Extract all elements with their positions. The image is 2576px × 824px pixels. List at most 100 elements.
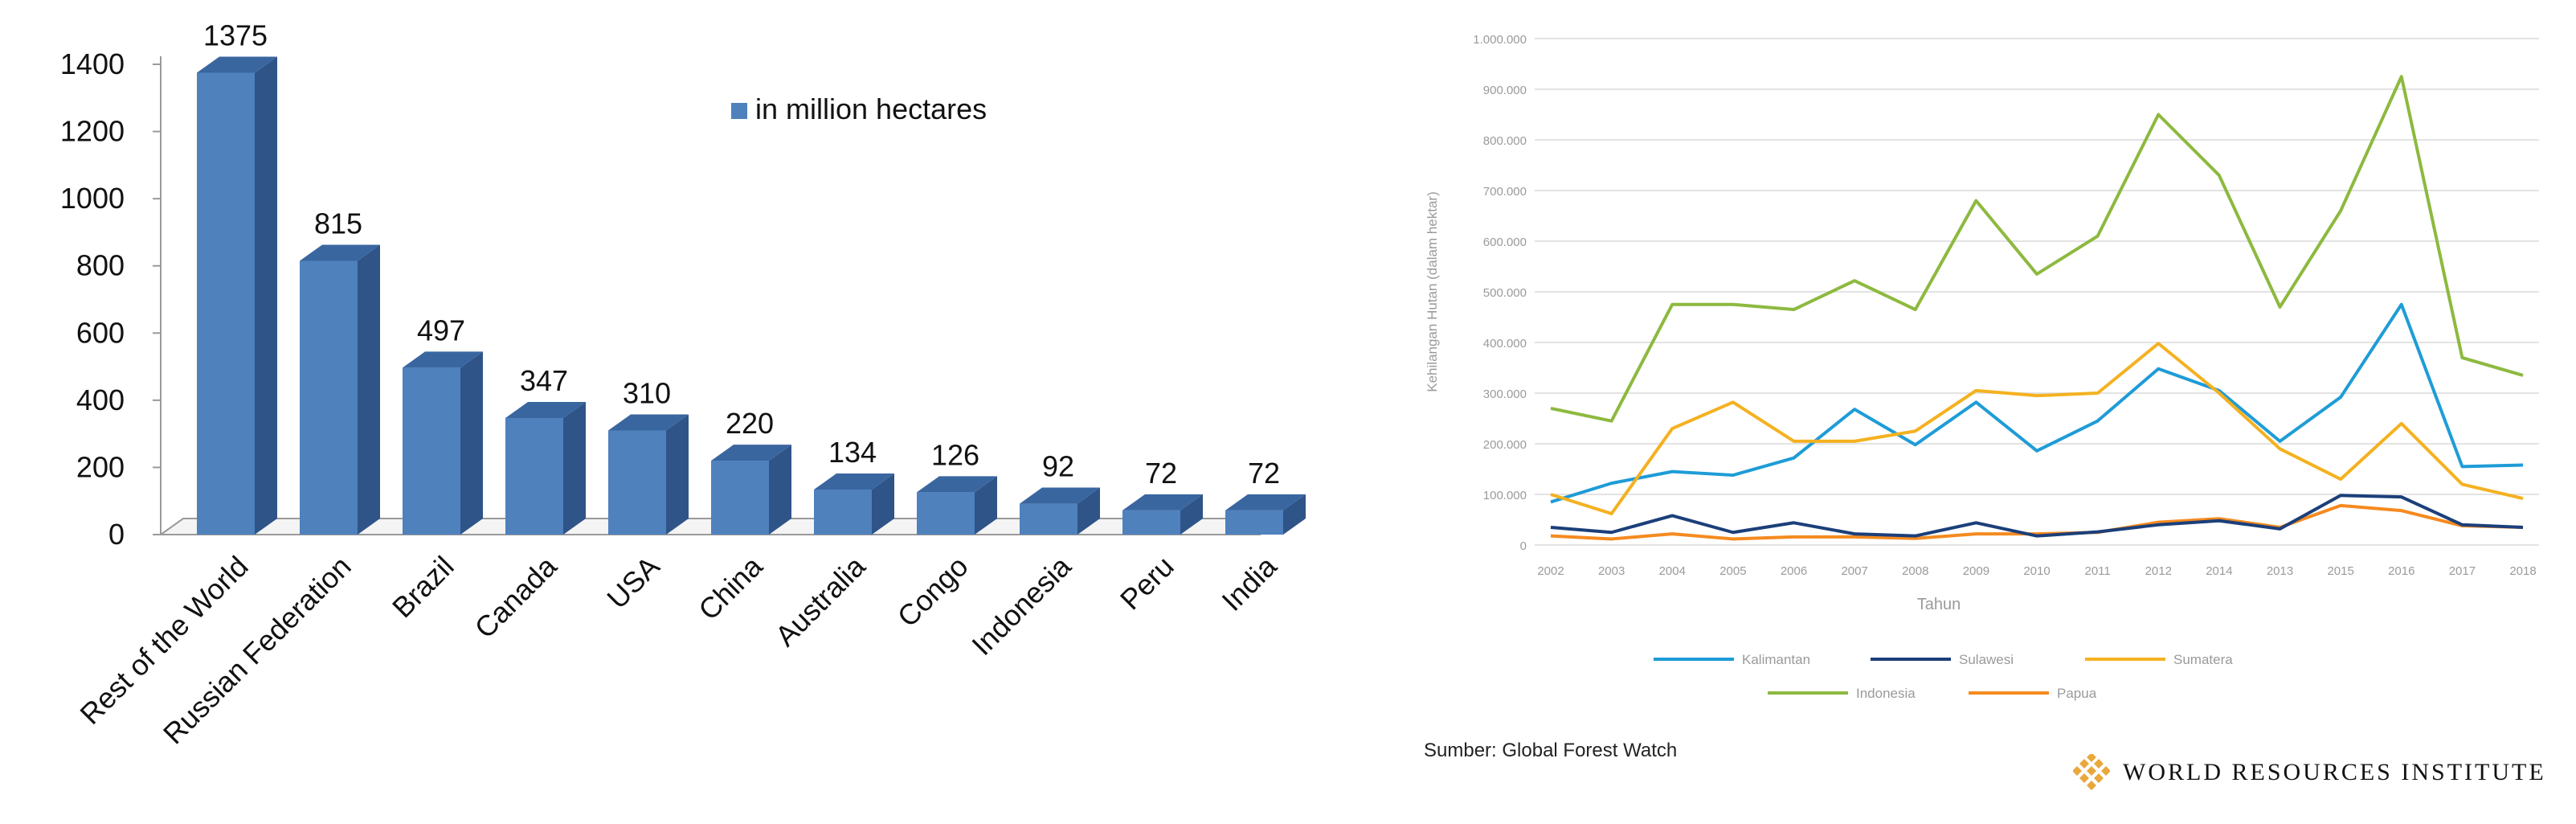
x-tick-label: 2017 [2449, 564, 2476, 578]
x-axis-title: Tahun [1917, 596, 1961, 613]
legend-label: Sulawesi [1959, 652, 2014, 667]
y-tick-label: 400.000 [1483, 337, 1527, 351]
y-tick-label: 0 [1520, 539, 1527, 553]
bar-top [1020, 487, 1100, 504]
wri-diamond [2094, 759, 2104, 769]
x-tick-label: 2008 [1902, 564, 1928, 578]
x-tick-label: 2016 [2388, 564, 2414, 578]
x-tick-label: 2018 [2509, 564, 2536, 578]
x-tick-label: Indonesia [965, 549, 1077, 662]
bar-top [197, 56, 277, 73]
y-tick-label: 400 [76, 383, 125, 416]
legend-label: Indonesia [1856, 686, 1916, 701]
legend-item-papua: Papua [1969, 686, 2097, 701]
x-tick-label: 2012 [2145, 564, 2172, 578]
bar [1122, 510, 1180, 535]
line-sumatera [1550, 342, 2524, 515]
bar [197, 72, 255, 535]
x-tick-label: 2010 [2023, 564, 2050, 578]
source-caption: Sumber: Global Forest Watch [1424, 740, 1678, 761]
x-tick-label: Congo [891, 550, 975, 633]
bar-side [460, 351, 483, 535]
legend-label: Kalimantan [1742, 652, 1810, 667]
data-label: 310 [623, 376, 671, 409]
x-tick-label: 2007 [1841, 564, 1867, 578]
x-tick-label: 2009 [1963, 564, 1989, 578]
y-tick-label: 500.000 [1483, 286, 1527, 300]
x-tick-label: India [1215, 549, 1283, 617]
y-tick-label: 600 [76, 316, 125, 349]
wri-diamond [2101, 766, 2110, 776]
bar [505, 418, 563, 535]
bar [403, 367, 460, 535]
data-label: 72 [1248, 457, 1280, 490]
forest-area-bar-chart: 0 200 400 600 800 1000 1200 1400 1375 Rest of the… [60, 18, 1306, 751]
bar-top [505, 402, 586, 419]
y-tick-label: 600.000 [1483, 236, 1527, 249]
wri-diamond [2087, 754, 2096, 762]
y-tick-label: 900.000 [1483, 84, 1527, 97]
bar-side [1077, 487, 1100, 535]
legend-item-sumatera: Sumatera [2085, 652, 2233, 667]
legend-label: Sumatera [2173, 652, 2233, 667]
x-tick-label: Australia [769, 549, 873, 653]
y-tick-label: 1200 [60, 115, 125, 148]
y-tick-label: 300.000 [1483, 387, 1527, 401]
wri-emblem-icon [2073, 754, 2110, 790]
wri-logo: WORLD RESOURCES INSTITUTE [2073, 754, 2546, 791]
line-indonesia [1550, 75, 2524, 423]
y-axis-title: Kehilangan Hutan (dalam hektar) [1425, 191, 1440, 392]
bar [917, 492, 975, 535]
bar-side [1180, 494, 1203, 535]
y-tick-label: 800.000 [1483, 134, 1527, 148]
y-tick-label: 1000 [60, 182, 125, 215]
x-tick-label: 2011 [2084, 564, 2110, 578]
series-sulawesi [1550, 494, 2524, 538]
bar [608, 430, 666, 535]
bar [814, 490, 872, 535]
bar-side [563, 402, 586, 535]
data-label: 1375 [203, 18, 268, 51]
x-tick-label: China [692, 549, 769, 626]
bar-top [403, 351, 483, 368]
y-tick-label: 700.000 [1483, 185, 1527, 199]
wri-diamond [2087, 766, 2096, 776]
y-tick-label: 800 [76, 249, 125, 282]
wri-diamond [2087, 781, 2096, 790]
series-kalimantan [1550, 302, 2524, 504]
y-tick-label: 1400 [60, 47, 125, 80]
x-tick-label: 2004 [1659, 564, 1686, 578]
wri-name: WORLD RESOURCES INSTITUTE [2123, 759, 2546, 785]
bar-top [1122, 494, 1203, 510]
bar-side [769, 445, 791, 535]
bar [1225, 510, 1283, 535]
x-tick-label: Canada [468, 549, 563, 645]
legend-swatch [731, 103, 747, 119]
x-tick-label: Peru [1114, 550, 1180, 617]
y-tick-label: 200.000 [1483, 438, 1527, 452]
bar [300, 260, 358, 535]
x-tick-label: Russian Federation [157, 550, 358, 751]
line-kalimantan [1550, 302, 2524, 504]
x-tick-label: 2014 [2206, 564, 2232, 578]
forest-loss-line-chart: 0 100.000 200.000 300.000 400.000 500.000 600.… [1425, 33, 2539, 701]
y-tick-label: 1.000.000 [1473, 33, 1527, 47]
bar-side [1283, 494, 1306, 535]
bar-side [255, 56, 277, 535]
bar-side [975, 476, 997, 535]
data-label: 134 [828, 436, 877, 469]
data-label: 126 [931, 438, 979, 471]
wri-diamond [2079, 759, 2089, 769]
x-tick-label: Rest of the World [73, 550, 254, 731]
data-label: 347 [520, 364, 568, 397]
x-tick-label: 2013 [2267, 564, 2293, 578]
data-label: 815 [314, 207, 362, 240]
x-tick-label: 2003 [1598, 564, 1625, 578]
bar-side [358, 244, 380, 535]
x-tick-label: 2002 [1537, 564, 1564, 578]
legend-item-kalimantan: Kalimantan [1654, 652, 1810, 667]
bar-top [814, 473, 894, 490]
bar-top [608, 414, 689, 431]
series-indonesia [1550, 75, 2524, 423]
x-tick-label: USA [600, 550, 665, 615]
